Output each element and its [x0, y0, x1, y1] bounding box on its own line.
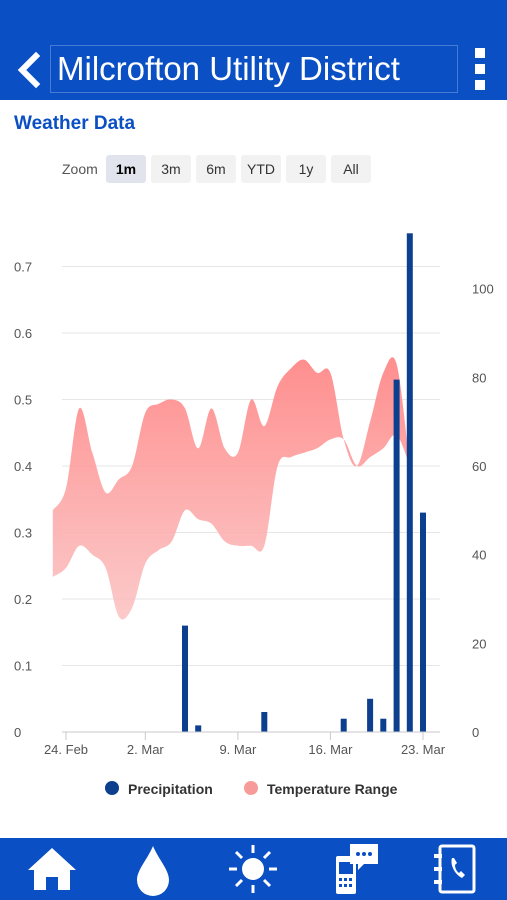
axes: 0 0.1 0.2 0.3 0.4 0.5 0.6 0.7 0 20 40 60 80 100 24. Fe… [14, 260, 494, 758]
y-right-tick-label: 40 [472, 548, 486, 563]
precipitation-bar[interactable] [393, 379, 400, 732]
x-tick-label: 9. Mar [219, 742, 257, 757]
y-right-tick-label: 100 [472, 282, 494, 297]
zoom-ytd-button[interactable]: YTD [241, 155, 281, 183]
y-right-tick-label: 60 [472, 459, 486, 474]
zoom-3m-button[interactable]: 3m [151, 155, 191, 183]
x-tick-label: 23. Mar [401, 742, 446, 757]
section-title: Weather Data [14, 113, 136, 134]
page-title: Milcrofton Utility District [57, 50, 400, 87]
y-left-tick-label: 0.5 [14, 393, 32, 408]
legend-temperature-label[interactable]: Temperature Range [267, 781, 398, 797]
zoom-6m-button[interactable]: 6m [196, 155, 236, 183]
legend-precipitation-label[interactable]: Precipitation [128, 781, 213, 797]
y-left-tick-label: 0.1 [14, 659, 32, 674]
zoom-1m-button[interactable]: 1m [106, 155, 146, 183]
precipitation-bar[interactable] [420, 512, 426, 732]
x-tick-label: 2. Mar [127, 742, 165, 757]
water-drop-icon[interactable] [125, 842, 181, 896]
legend-temperature-marker [244, 781, 258, 795]
x-tick-label: 16. Mar [308, 742, 353, 757]
y-left-tick-label: 0.3 [14, 526, 32, 541]
temperature-layer [52, 357, 410, 620]
zoom-label: Zoom [62, 161, 98, 177]
app-header: Milcrofton Utility District [0, 0, 507, 100]
zoom-1y-button[interactable]: 1y [286, 155, 326, 183]
x-tick-label: 24. Feb [44, 742, 88, 757]
back-arrow-icon[interactable] [10, 50, 50, 90]
y-right-tick-label: 80 [472, 370, 486, 385]
y-left-tick-label: 0.2 [14, 592, 32, 607]
y-left-tick-label: 0.6 [14, 326, 32, 341]
bottom-nav [0, 838, 507, 900]
y-left-tick-label: 0.4 [14, 459, 32, 474]
precipitation-bar[interactable] [182, 625, 188, 732]
precipitation-bar[interactable] [195, 725, 202, 732]
precipitation-bar[interactable] [380, 718, 387, 732]
precipitation-bar[interactable] [261, 712, 268, 732]
home-icon[interactable] [24, 842, 80, 896]
y-left-tick-label: 0 [14, 725, 21, 740]
precipitation-bar[interactable] [367, 698, 374, 733]
precipitation-bar[interactable] [406, 233, 413, 733]
precipitation-bar[interactable] [340, 718, 347, 732]
zoom-all-button[interactable]: All [331, 155, 371, 183]
legend-precipitation-marker [105, 781, 119, 795]
temperature-range-area[interactable] [52, 357, 410, 620]
contact-phone-icon[interactable] [428, 842, 484, 896]
y-left-tick-label: 0.7 [14, 260, 32, 275]
weather-chart[interactable]: 0 0.1 0.2 0.3 0.4 0.5 0.6 0.7 0 20 40 60 80 100 24. Fe… [0, 190, 507, 810]
title-box: Milcrofton Utility District [50, 45, 458, 93]
sun-icon[interactable] [225, 842, 281, 896]
chart-legend: Precipitation Temperature Range [105, 781, 398, 797]
menu-dots-icon[interactable] [464, 45, 496, 93]
y-right-tick-label: 20 [472, 636, 486, 651]
phone-chat-icon[interactable] [328, 842, 384, 896]
precipitation-layer [182, 233, 426, 733]
y-right-tick-label: 0 [472, 725, 479, 740]
